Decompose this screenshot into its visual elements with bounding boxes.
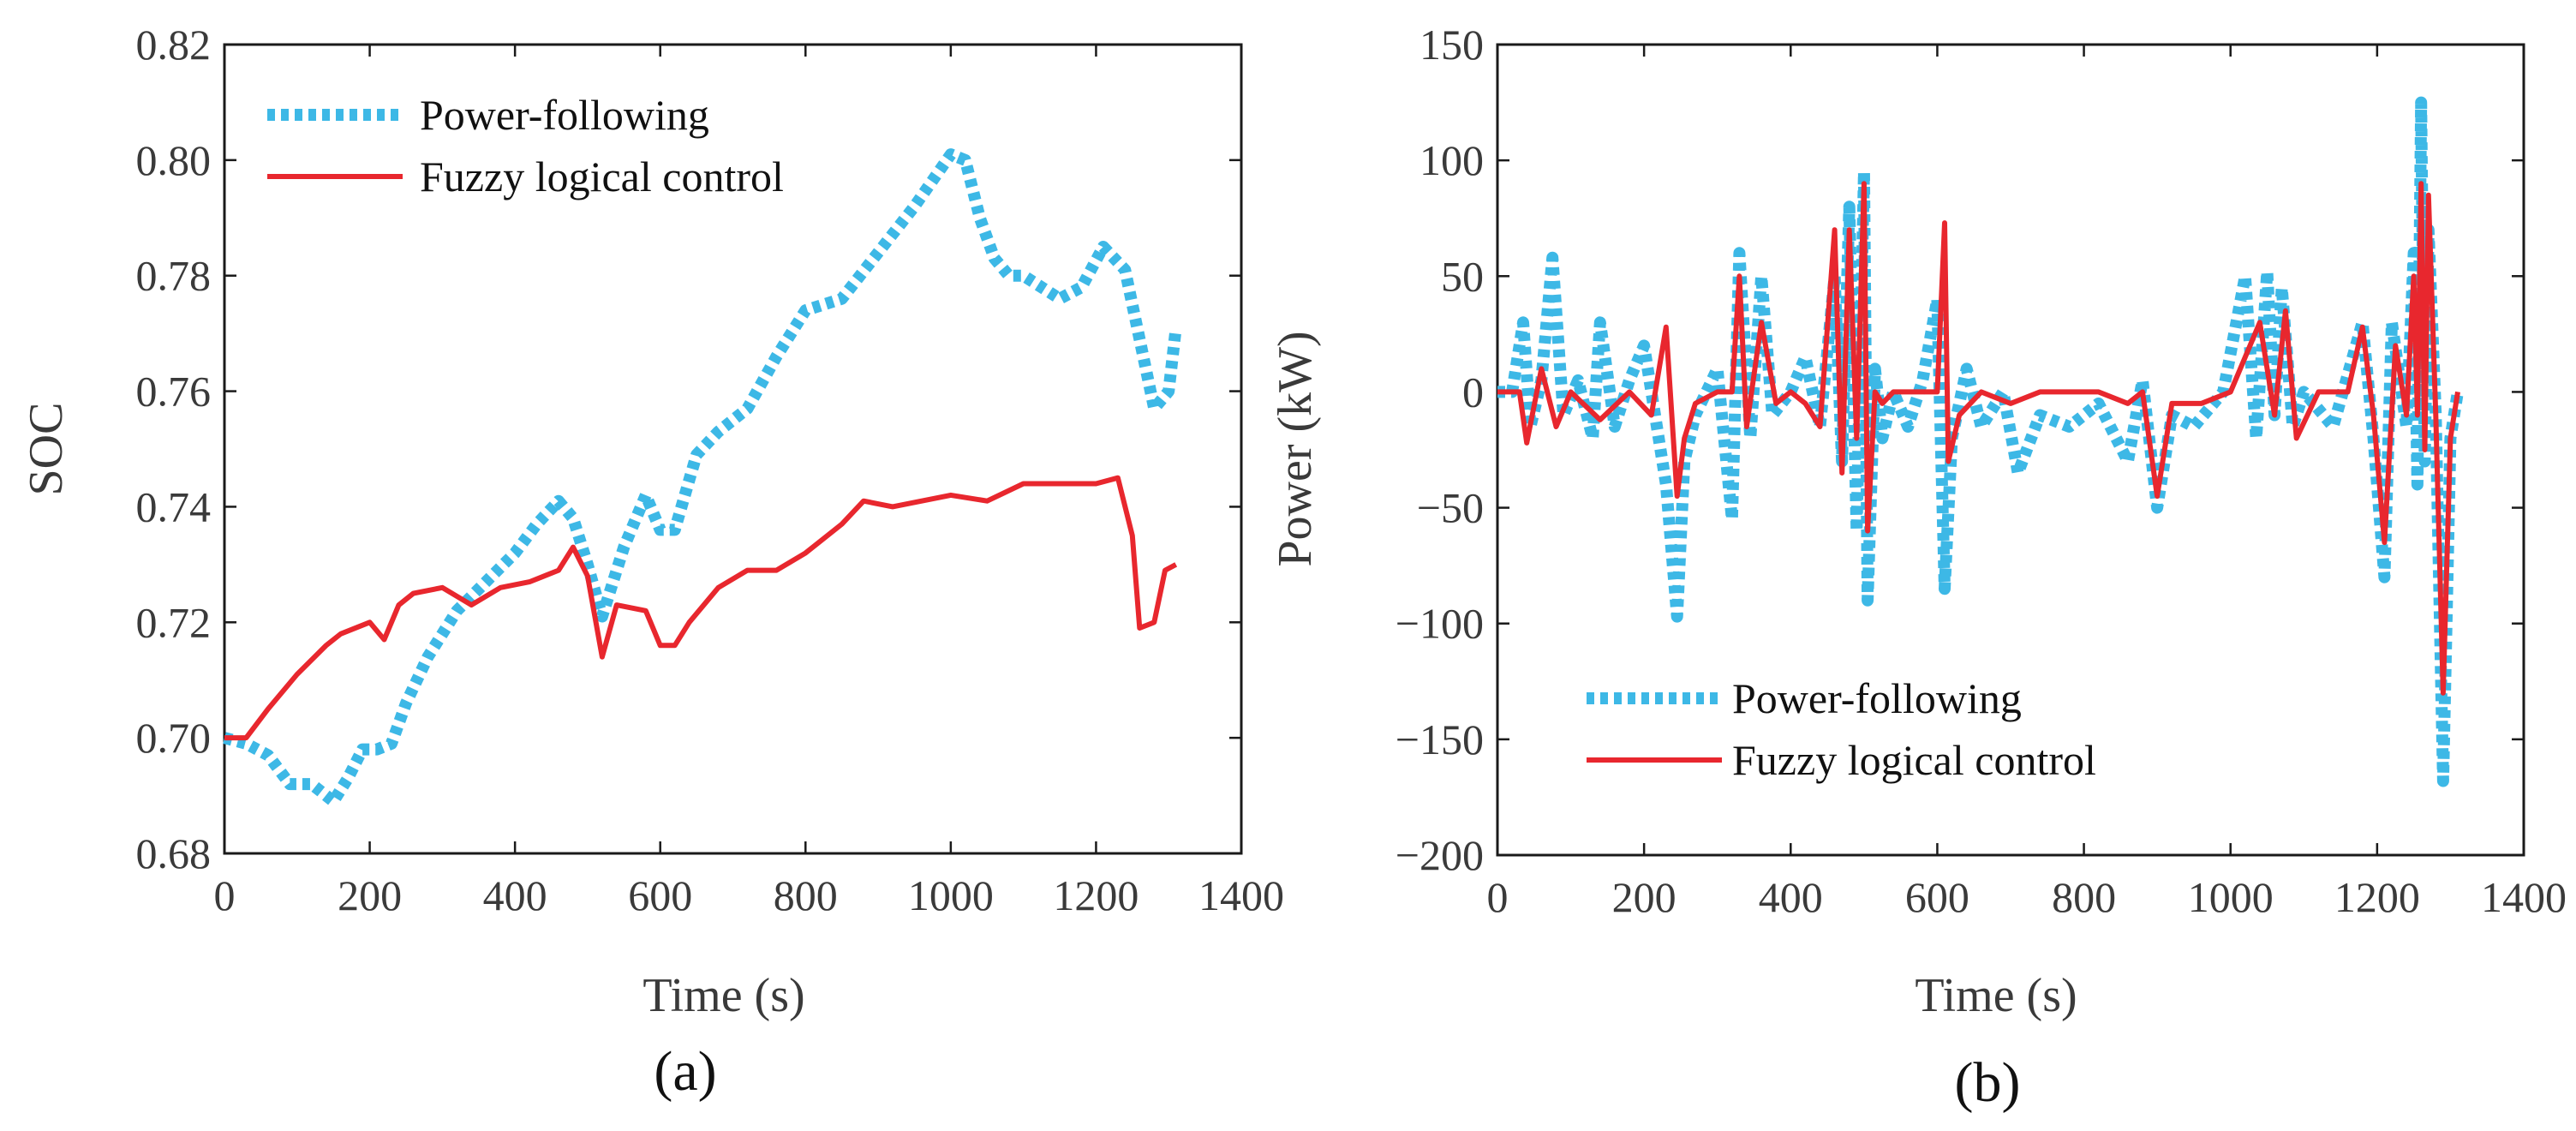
panel-b-ytick-label: −100 [1396, 600, 1484, 648]
panel-b-legend: Power-following Fuzzy logical control [1587, 674, 2096, 784]
panel-a-xlabel: Time (s) [643, 969, 804, 1022]
panel-b-legend-label-fuzzy: Fuzzy logical control [1732, 736, 2096, 784]
panel-a-xtick-label: 1000 [908, 871, 994, 919]
panel-b-ytick-label: 150 [1419, 21, 1484, 69]
panel-b-series-fuzzy-logical-control-line [1497, 181, 2460, 696]
panel-a-xtick-label: 1400 [1198, 871, 1284, 919]
panel-b-xtick-label: 1200 [2334, 873, 2420, 921]
panel-a-ytick-label: 0.70 [136, 714, 212, 762]
panel-a-series [223, 148, 1182, 808]
panel-a-ytick-label: 0.74 [136, 482, 212, 530]
panel-b-caption: (b) [1955, 1051, 2021, 1114]
panel-b-ticks: 0 200 400 600 800 1000 1200 1400−200−150−100−50… [1396, 21, 2567, 921]
panel-a-xtick-label: 200 [338, 871, 402, 919]
panel-b-xtick-label: 1000 [2188, 873, 2274, 921]
panel-a-ylabel: SOC [20, 403, 73, 496]
panel-b-xtick-label: 0 [1487, 873, 1509, 921]
panel-a-ytick-label: 0.76 [136, 368, 212, 416]
panel-a-soc-chart: 0 200 400 600 800 1000 1200 1400 0.68 0.70 0.72 0.7… [20, 21, 1284, 1103]
panel-b-series [1497, 96, 2464, 787]
panel-a-xtick-label: 0 [214, 871, 236, 919]
panel-a-legend-label-power-following: Power-following [420, 91, 709, 139]
panel-a-ytick-label: 0.72 [136, 598, 212, 646]
panel-b-plot-frame [1496, 43, 2525, 857]
panel-a-ytick-label: 0.80 [136, 136, 212, 184]
panel-b-ylabel: Power (kW) [1269, 331, 1322, 566]
panel-b-ytick-label: 50 [1441, 252, 1484, 300]
panel-b-xlabel: Time (s) [1915, 969, 2077, 1022]
panel-b-legend-label-power-following: Power-following [1732, 674, 2022, 722]
panel-a-legend-label-fuzzy: Fuzzy logical control [420, 153, 784, 200]
panel-b-xtick-label: 600 [1905, 873, 1969, 921]
panel-b-xtick-label: 1400 [2481, 873, 2567, 921]
panel-a-xtick-label: 600 [628, 871, 692, 919]
panel-a-ticks: 0 200 400 600 800 1000 1200 1400 0.68 0.70 0.72 0.7… [136, 21, 1285, 919]
panel-b-power-chart: 0 200 400 600 800 1000 1200 1400−200−150−100−50… [1269, 21, 2567, 1114]
panel-b-ytick-label: −150 [1396, 715, 1484, 763]
panel-a-ytick-label: 0.78 [136, 252, 212, 300]
panel-a-series-fuzzy-logical-control-line [224, 475, 1178, 741]
panel-b-ytick-label: 100 [1419, 136, 1484, 184]
panel-a-ytick-label: 0.82 [136, 21, 212, 69]
panel-a-xtick-label: 800 [774, 871, 838, 919]
panel-b-ytick-label: −50 [1417, 484, 1484, 532]
panel-a-legend: Power-following Fuzzy logical control [267, 91, 784, 200]
panel-b-xtick-label: 800 [2052, 873, 2116, 921]
panel-b-xtick-label: 200 [1612, 873, 1676, 921]
panel-a-xtick-label: 1200 [1053, 871, 1139, 919]
panel-a-ytick-label: 0.68 [136, 829, 212, 877]
panel-b-xtick-label: 400 [1759, 873, 1823, 921]
panel-b-ytick-label: 0 [1462, 368, 1484, 416]
panel-a-xtick-label: 400 [483, 871, 547, 919]
panel-a-plot-frame [223, 43, 1243, 855]
panel-b-ytick-label: −200 [1396, 831, 1484, 879]
panel-a-series-power-following-line [223, 148, 1182, 808]
panel-a-caption: (a) [654, 1040, 716, 1103]
